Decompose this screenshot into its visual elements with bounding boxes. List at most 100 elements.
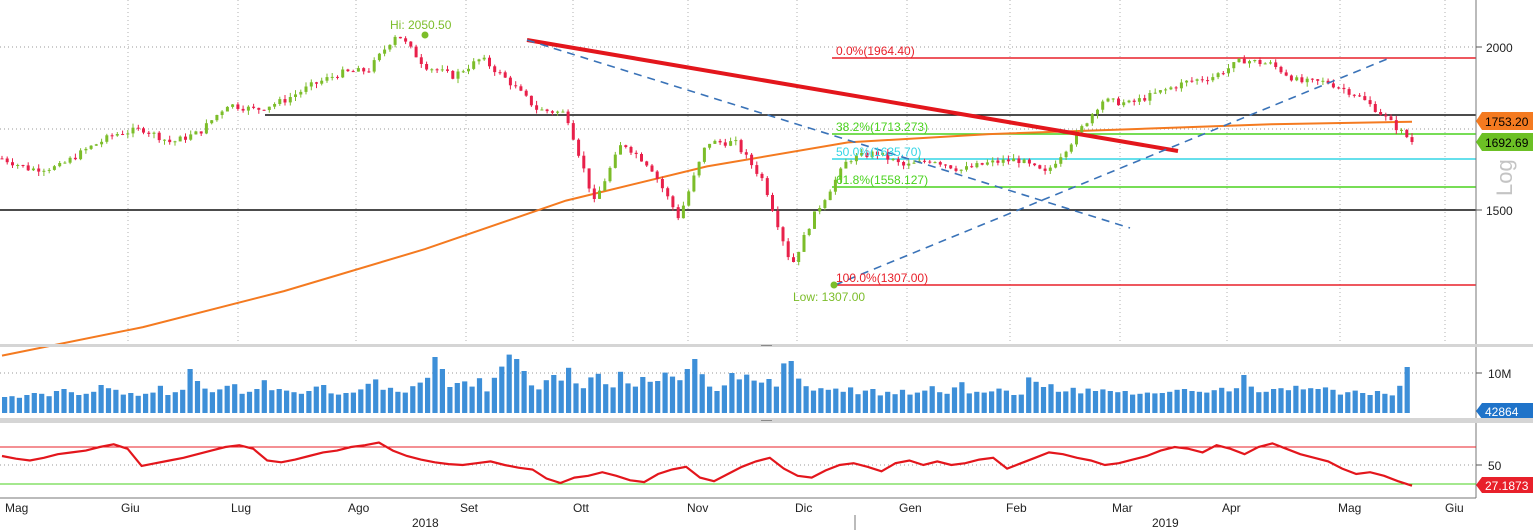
- candle: [975, 160, 979, 169]
- candle: [94, 143, 98, 146]
- candle: [1127, 99, 1131, 104]
- candle: [949, 165, 953, 170]
- candle: [1410, 133, 1414, 145]
- candle: [419, 54, 423, 68]
- candle: [1069, 143, 1073, 154]
- candle: [1038, 164, 1042, 170]
- candle: [524, 89, 528, 97]
- candle: [823, 198, 827, 211]
- volume-bar: [944, 393, 950, 413]
- volume-bar: [573, 383, 579, 413]
- candle: [288, 92, 292, 106]
- volume-bar: [491, 377, 497, 413]
- low-marker: [830, 281, 838, 289]
- candle: [1111, 98, 1115, 103]
- candle: [1211, 73, 1215, 83]
- candle: [299, 89, 303, 98]
- volume-bar: [387, 387, 394, 413]
- candle: [540, 107, 544, 111]
- candle: [1232, 62, 1236, 73]
- fib-label-38: 38.2%(1713.273): [836, 120, 928, 134]
- month-label-apr: Apr: [1222, 501, 1241, 515]
- candle: [912, 160, 916, 164]
- candle: [765, 176, 769, 197]
- candle: [1054, 160, 1058, 169]
- candle: [142, 126, 145, 135]
- volume-bar: [232, 384, 238, 413]
- volume-bar: [1219, 387, 1225, 413]
- volume-bar: [1085, 388, 1091, 413]
- volume-bar: [1300, 389, 1306, 413]
- candle: [1022, 158, 1026, 164]
- volume-bar: [588, 377, 594, 413]
- candle: [163, 139, 166, 145]
- candle: [561, 109, 565, 113]
- candle: [278, 96, 282, 106]
- dashed-trend-down: [526, 39, 1131, 229]
- candle: [315, 81, 318, 89]
- volume-bar: [1003, 390, 1009, 413]
- candle: [807, 228, 811, 237]
- candle: [204, 119, 208, 135]
- svg-text:1753.20: 1753.20: [1485, 115, 1529, 129]
- volume-bar: [580, 388, 586, 413]
- log-scale-label: Log: [1492, 159, 1517, 196]
- candle: [1342, 83, 1346, 94]
- volume-bar: [165, 395, 171, 413]
- candle: [933, 161, 937, 164]
- volume-bar: [1018, 394, 1024, 413]
- candle: [330, 73, 334, 81]
- candle: [1237, 58, 1241, 63]
- candle: [147, 130, 151, 137]
- volume-bar: [291, 392, 297, 413]
- volume-bar: [1159, 393, 1165, 413]
- volume-bar: [810, 390, 817, 413]
- candle: [1248, 59, 1251, 68]
- candle: [430, 68, 434, 73]
- volume-panel: 10M 42864: [0, 344, 1533, 419]
- candle: [31, 166, 35, 171]
- volume-bar: [284, 390, 290, 413]
- candle: [1310, 78, 1314, 83]
- candle: [996, 157, 1000, 166]
- volume-bar: [76, 395, 82, 413]
- price-panel: Hi: 2050.50 Low: 1307.00 0.0%(1964.40) 3…: [0, 0, 1517, 357]
- volume-bar: [395, 391, 401, 413]
- candle: [79, 148, 83, 161]
- volume-bar: [91, 391, 97, 413]
- volume-bar: [603, 384, 609, 413]
- volume-bar: [1144, 392, 1150, 413]
- volume-bar: [766, 379, 772, 413]
- candle: [1358, 93, 1362, 97]
- candle: [110, 133, 114, 140]
- candle: [16, 163, 20, 169]
- volume-bar: [610, 387, 616, 413]
- volume-bar: [818, 388, 824, 413]
- candle: [802, 232, 806, 252]
- candle: [1059, 153, 1063, 167]
- volume-bar: [1248, 386, 1254, 413]
- candle: [1379, 108, 1383, 116]
- volume-bar: [1352, 390, 1358, 413]
- candle: [236, 102, 240, 111]
- volume-bar: [1070, 387, 1076, 413]
- candle: [1001, 155, 1005, 167]
- volume-bar: [781, 363, 787, 413]
- volume-bar: [83, 393, 89, 413]
- candle: [1263, 62, 1267, 65]
- volume-bar: [1278, 388, 1284, 413]
- candle: [566, 109, 570, 126]
- candle: [723, 138, 727, 148]
- candle: [519, 84, 523, 92]
- candle: [786, 238, 790, 261]
- candle: [744, 149, 748, 159]
- candle: [435, 68, 439, 73]
- candle: [199, 131, 203, 136]
- volume-bar: [1040, 387, 1047, 413]
- volume-bar: [959, 382, 965, 413]
- volume-bar: [773, 386, 779, 413]
- volume-bar: [187, 369, 193, 413]
- candle: [456, 68, 460, 84]
- candle: [603, 178, 607, 191]
- candle: [875, 150, 879, 159]
